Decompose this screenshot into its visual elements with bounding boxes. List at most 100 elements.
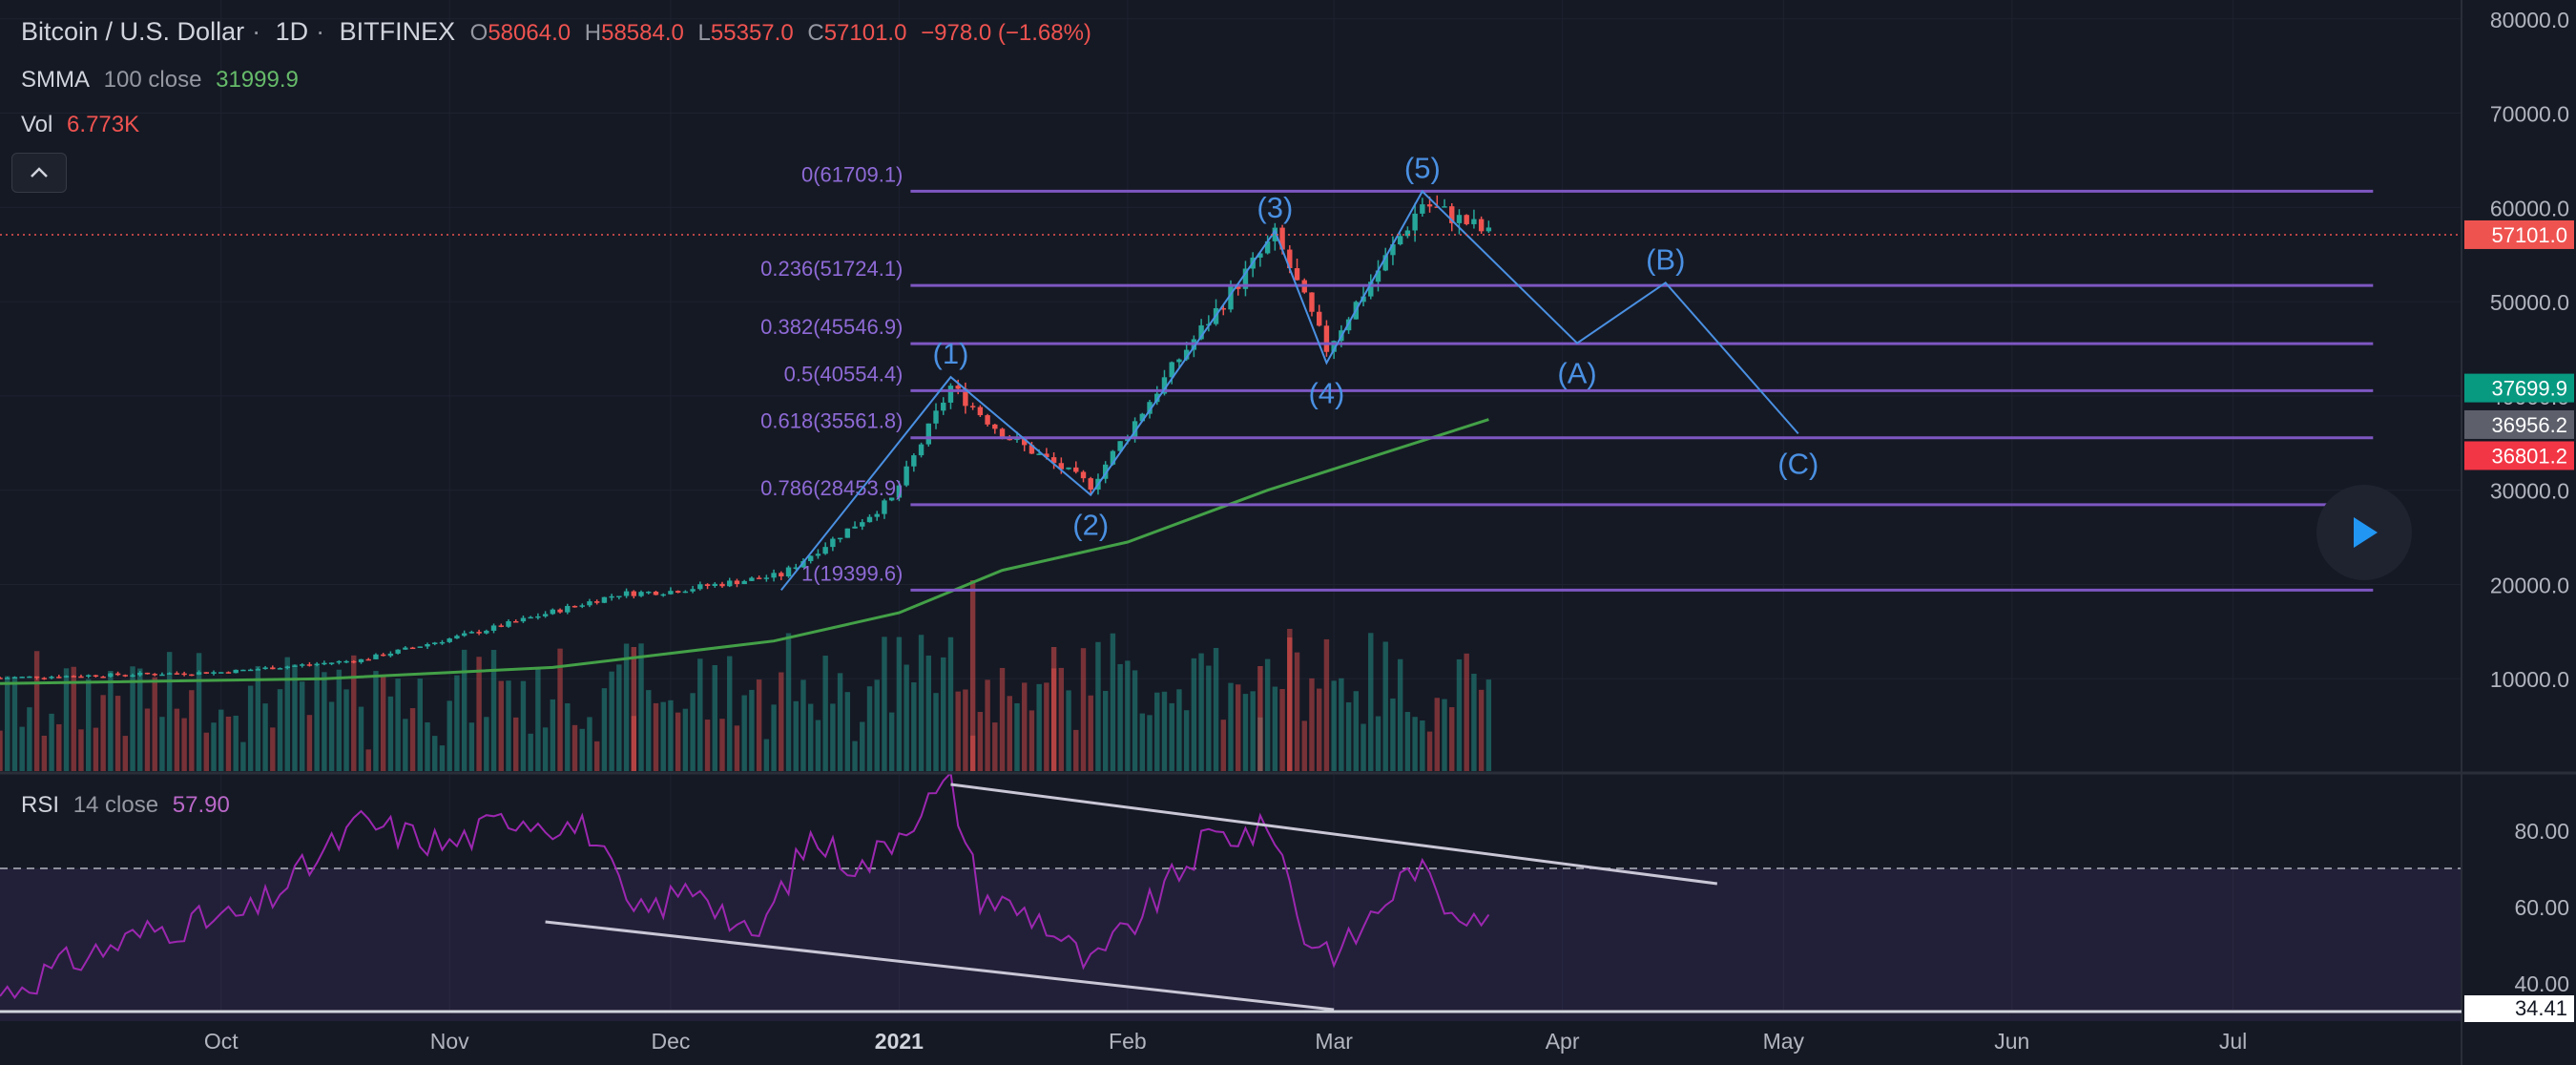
volume-bar (593, 741, 600, 771)
candle-body (1080, 471, 1087, 479)
high-label: H (584, 20, 602, 46)
candle-body (623, 591, 630, 596)
volume-bar (1213, 647, 1219, 771)
volume-bar (49, 713, 54, 771)
candle-body (395, 649, 401, 654)
candle-body (727, 580, 733, 587)
volume-bar (1139, 713, 1146, 771)
rsi-legend[interactable]: RSI 14 close 57.90 (21, 792, 238, 819)
volume-bar (882, 637, 887, 771)
volume-bar (461, 649, 467, 771)
candle-body (734, 580, 740, 585)
volume-bar (535, 667, 541, 771)
volume-bar (425, 721, 430, 771)
replay-play-button[interactable] (2316, 485, 2412, 580)
volume-bar (1353, 691, 1360, 771)
candle-body (56, 677, 62, 679)
volume-bar (513, 717, 519, 771)
volume-bar (550, 699, 556, 771)
candle-body (904, 466, 909, 486)
volume-bar (616, 664, 622, 771)
exchange-label: BITFINEX (339, 17, 456, 46)
volume-bar (1339, 678, 1344, 771)
candle-body (1242, 268, 1249, 289)
volume-bar (1301, 720, 1307, 771)
volume-bar (719, 719, 725, 771)
smma-legend[interactable]: SMMA 100 close 31999.9 (21, 67, 306, 94)
volume-bar (454, 675, 460, 771)
candle-body (137, 672, 143, 676)
volume-bar (1250, 691, 1256, 771)
price-badge (2464, 441, 2574, 470)
candle-body (1449, 206, 1455, 223)
candle-body (85, 675, 92, 677)
candle-body (114, 673, 121, 676)
volume-bar (85, 679, 92, 771)
candle-body (1236, 285, 1241, 289)
collapse-legend-button[interactable] (11, 153, 67, 193)
candle-body (343, 660, 349, 663)
symbol-name[interactable]: Bitcoin / U.S. Dollar (21, 17, 245, 46)
candle-body (866, 516, 873, 523)
volume-bar (955, 691, 961, 771)
volume-bar (351, 655, 357, 771)
candle-body (1404, 230, 1411, 237)
volume-bar (660, 701, 666, 771)
price-badge-label: 36801.2 (2491, 444, 2567, 468)
volume-bar (646, 690, 652, 771)
candle-body (557, 609, 563, 613)
candle-body (417, 646, 424, 648)
volume-bar (682, 708, 689, 771)
interval-label[interactable]: 1D (275, 17, 309, 46)
volume-bar (1323, 638, 1330, 771)
candle-body (1434, 206, 1440, 208)
volume-bar (1044, 682, 1049, 771)
volume-bar (181, 718, 187, 771)
price-tick-label: 50000.0 (2490, 290, 2569, 315)
candle-body (1331, 341, 1337, 352)
volume-bar (1331, 680, 1337, 771)
volume-bar (409, 708, 416, 771)
candle-body (1442, 206, 1447, 208)
volume-bar (417, 679, 424, 771)
candle-body (425, 644, 430, 647)
smma-name: SMMA (21, 67, 90, 93)
candle-body (1412, 213, 1418, 231)
volume-bar (756, 679, 762, 771)
volume-bar (476, 657, 482, 771)
candle-body (336, 660, 343, 663)
volume-bar (587, 717, 592, 771)
elliott-wave-label: (2) (1072, 509, 1109, 542)
candle-body (1420, 204, 1425, 214)
volume-bar (1404, 712, 1411, 771)
candle-body (1147, 402, 1153, 414)
candle-body (690, 589, 696, 592)
volume-bar (704, 720, 711, 771)
change-value: −978.0 (−1.68%) (921, 20, 1091, 46)
volume-bar (1220, 720, 1226, 771)
volume-bar (941, 657, 946, 771)
candle-body (461, 633, 467, 637)
volume-bar (93, 727, 99, 771)
elliott-wave-label: (5) (1404, 152, 1441, 185)
volume-bar (33, 651, 40, 771)
candle-body (800, 560, 806, 568)
candle-body (542, 614, 549, 616)
volume-bar (1110, 633, 1116, 771)
candle-body (1058, 463, 1065, 470)
candle-body (1375, 270, 1381, 282)
candle-body (1478, 219, 1485, 232)
price-tick-label: 30000.0 (2490, 479, 2569, 504)
volume-bar (196, 653, 202, 771)
low-value: 55357.0 (710, 20, 794, 46)
volume-legend[interactable]: Vol 6.773K (21, 112, 147, 138)
volume-bar (365, 749, 371, 771)
candle-body (484, 630, 489, 634)
candle-body (1316, 311, 1322, 326)
volume-bar (1080, 648, 1087, 771)
candle-body (830, 538, 836, 548)
volume-bar (815, 720, 821, 771)
candle-body (756, 577, 762, 579)
time-tick-label: Mar (1315, 1029, 1353, 1054)
